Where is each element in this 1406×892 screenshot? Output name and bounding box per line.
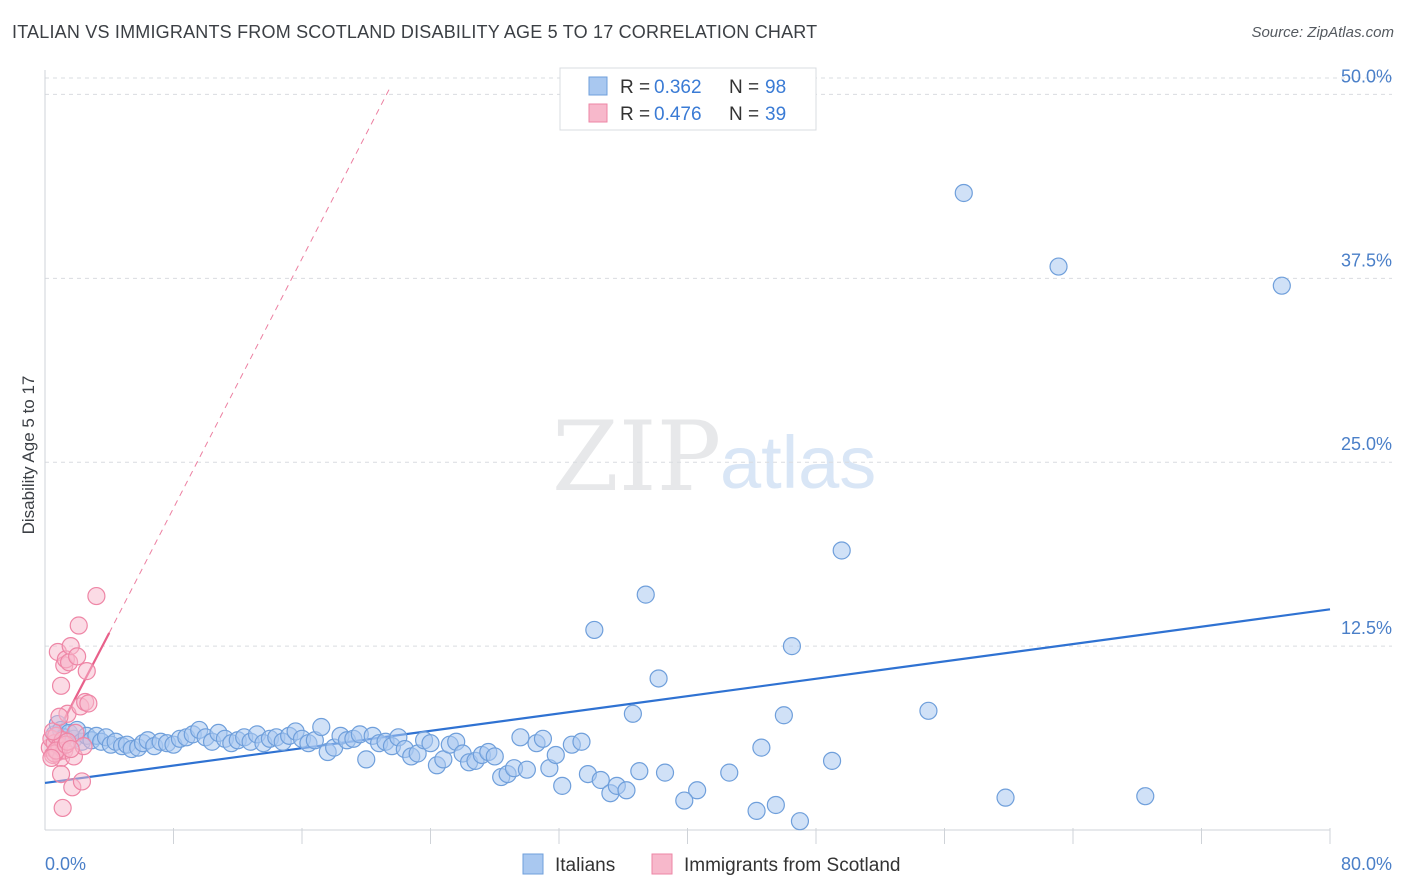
point-italians — [591, 770, 610, 790]
point-scotland — [53, 798, 72, 818]
point-italians — [649, 669, 668, 688]
point-italians — [752, 738, 771, 757]
bottom-legend-italians: Italians — [555, 855, 615, 876]
legend: R = 0.362 N = 98 R = 0.476 N = 39 — [559, 67, 817, 131]
point-italians — [675, 791, 694, 810]
bottom-legend-scotland: Immigrants from Scotland — [684, 855, 900, 876]
point-scotland — [68, 647, 87, 666]
legend-r-value-1: 0.362 — [654, 77, 702, 98]
y-tick-label: 25.0% — [1341, 434, 1392, 454]
point-italians — [688, 781, 707, 800]
chart-source: Source: ZipAtlas.com — [1251, 24, 1394, 41]
x-ticks — [173, 828, 1331, 844]
point-italians — [630, 762, 649, 781]
point-scotland — [69, 616, 88, 635]
point-italians — [747, 801, 766, 820]
point-italians — [357, 750, 376, 769]
legend-r-label-2: R = — [620, 104, 650, 125]
watermark-zip: ZIP — [552, 401, 721, 513]
y-tick-label: 12.5% — [1341, 618, 1392, 638]
point-italians — [421, 734, 440, 753]
bottom-legend-swatch-scotland — [651, 853, 673, 875]
point-italians — [1272, 276, 1291, 295]
legend-n-label-1: N = — [729, 77, 759, 98]
point-scotland — [50, 707, 69, 726]
y-tick-labels: 12.5% 25.0% 37.5% 50.0% — [1341, 66, 1392, 638]
point-italians — [485, 747, 504, 766]
chart-title: ITALIAN VS IMMIGRANTS FROM SCOTLAND DISA… — [12, 22, 818, 42]
x-tick-label-min: 0.0% — [45, 854, 86, 874]
trend-line-italians — [44, 608, 1331, 785]
point-italians — [572, 732, 591, 751]
point-italians — [822, 751, 842, 770]
x-tick-label-max: 80.0% — [1341, 854, 1392, 874]
point-scotland — [77, 662, 96, 681]
point-italians — [1049, 257, 1068, 276]
series-scotland — [40, 586, 106, 818]
point-italians — [585, 620, 604, 640]
point-italians — [553, 776, 572, 795]
point-italians — [533, 729, 553, 748]
y-tick-label: 37.5% — [1341, 250, 1392, 270]
point-italians — [617, 781, 636, 800]
point-italians — [312, 717, 331, 737]
trend-line-scotland-extrapolated — [108, 86, 391, 634]
legend-swatch-scotland — [588, 103, 608, 123]
legend-r-label-1: R = — [620, 77, 650, 98]
y-axis-label: Disability Age 5 to 17 — [19, 376, 38, 535]
point-italians — [919, 701, 938, 720]
legend-n-value-2: 39 — [765, 104, 786, 125]
point-italians — [766, 795, 785, 815]
legend-n-label-2: N = — [729, 104, 759, 125]
point-italians — [782, 637, 802, 656]
series-italians — [45, 183, 1291, 831]
point-scotland — [51, 676, 71, 695]
point-italians — [623, 704, 642, 723]
point-scotland — [51, 764, 71, 784]
point-italians — [720, 763, 739, 782]
point-scotland — [79, 694, 98, 713]
point-italians — [546, 745, 565, 765]
point-scotland — [42, 748, 61, 768]
point-italians — [655, 763, 675, 782]
grid-lines — [45, 77, 1392, 647]
bottom-legend: Italians Immigrants from Scotland — [522, 853, 900, 876]
point-scotland — [61, 739, 80, 759]
point-scotland — [72, 772, 92, 791]
point-italians — [511, 728, 530, 747]
legend-swatch-italians — [588, 76, 608, 96]
point-italians — [790, 812, 810, 831]
bottom-legend-swatch-italians — [522, 853, 544, 875]
point-italians — [954, 183, 973, 203]
point-italians — [517, 760, 536, 779]
point-scotland — [87, 586, 106, 606]
point-italians — [1136, 787, 1155, 806]
legend-r-value-2: 0.476 — [654, 104, 702, 125]
y-tick-label: 50.0% — [1341, 66, 1392, 86]
point-italians — [996, 788, 1015, 807]
point-italians — [636, 585, 655, 604]
legend-n-value-1: 98 — [765, 77, 786, 98]
point-italians — [774, 706, 793, 725]
point-italians — [832, 541, 851, 560]
